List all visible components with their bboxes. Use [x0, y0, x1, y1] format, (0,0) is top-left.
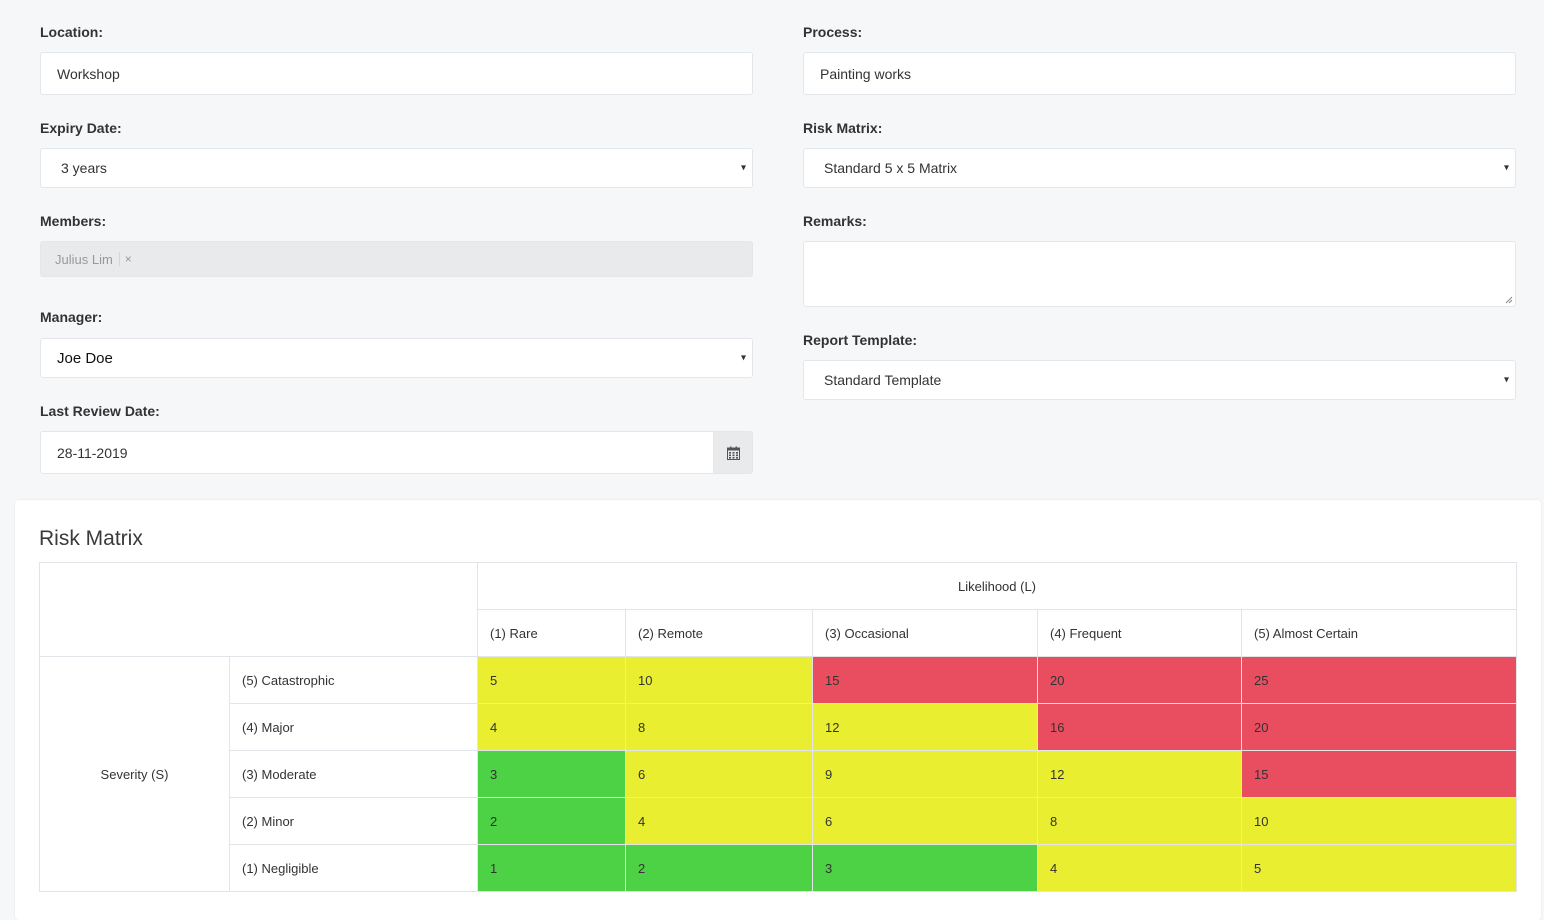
chevron-down-icon: ▾	[740, 162, 746, 174]
risk-cell: 12	[1037, 750, 1242, 798]
risk-cell: 15	[812, 656, 1038, 704]
risk-cell: 2	[477, 797, 626, 845]
risk-cell: 2	[625, 844, 813, 892]
risk-cell: 3	[812, 844, 1038, 892]
process-value: Painting works	[820, 65, 912, 82]
process-label: Process:	[803, 24, 863, 40]
report-template-select[interactable]: Standard Template ▾	[803, 360, 1516, 400]
expiry-date-value: 3 years	[61, 160, 107, 176]
severity-row-header: (4) Major	[229, 703, 478, 751]
risk-matrix-select[interactable]: Standard 5 x 5 Matrix ▾	[803, 148, 1516, 188]
chevron-down-icon: ▾	[1503, 162, 1509, 174]
severity-row-header: (5) Catastrophic	[229, 656, 478, 704]
severity-row-header: (3) Moderate	[229, 750, 478, 798]
manager-label: Manager:	[40, 309, 103, 325]
risk-matrix-label: Risk Matrix:	[803, 120, 883, 136]
expiry-date-select[interactable]: 3 years ▾	[40, 148, 753, 188]
risk-cell: 10	[625, 656, 813, 704]
remarks-textarea[interactable]	[803, 241, 1516, 307]
members-label: Members:	[40, 213, 107, 229]
risk-cell: 6	[812, 797, 1038, 845]
location-input[interactable]: Workshop	[40, 52, 753, 95]
chevron-down-icon: ▾	[740, 352, 746, 364]
risk-matrix-value: Standard 5 x 5 Matrix	[824, 160, 958, 176]
severity-header: Severity (S)	[39, 656, 230, 892]
likelihood-col-header: (5) Almost Certain	[1241, 609, 1517, 657]
risk-cell: 5	[1241, 844, 1517, 892]
manager-value: Joe Doe	[57, 349, 113, 367]
risk-cell: 10	[1241, 797, 1517, 845]
last-review-date-input[interactable]: 28-11-2019	[40, 431, 753, 474]
risk-cell: 4	[477, 703, 626, 751]
risk-cell: 4	[625, 797, 813, 845]
resize-handle-icon[interactable]	[1505, 296, 1513, 304]
likelihood-col-header: (4) Frequent	[1037, 609, 1242, 657]
risk-cell: 4	[1037, 844, 1242, 892]
members-select: Julius Lim ×	[40, 241, 753, 277]
risk-cell: 1	[477, 844, 626, 892]
severity-row-header: (2) Minor	[229, 797, 478, 845]
calendar-button[interactable]	[713, 432, 752, 473]
risk-cell: 25	[1241, 656, 1517, 704]
risk-cell: 8	[625, 703, 813, 751]
remarks-label: Remarks:	[803, 213, 867, 229]
likelihood-col-header: (2) Remote	[625, 609, 813, 657]
matrix-corner	[39, 562, 478, 657]
risk-cell: 12	[812, 703, 1038, 751]
risk-cell: 16	[1037, 703, 1242, 751]
risk-cell: 9	[812, 750, 1038, 798]
risk-matrix-table: Likelihood (L) (1) Rare (2) Remote (3) O…	[39, 562, 1517, 892]
location-label: Location:	[40, 24, 103, 40]
member-tag: Julius Lim	[55, 251, 113, 267]
chevron-down-icon: ▾	[1503, 374, 1509, 386]
risk-cell: 20	[1037, 656, 1242, 704]
process-input[interactable]: Painting works	[803, 52, 1516, 95]
expiry-date-label: Expiry Date:	[40, 120, 122, 136]
risk-cell: 3	[477, 750, 626, 798]
manager-select[interactable]: Joe Doe ▾	[40, 338, 753, 378]
report-template-label: Report Template:	[803, 332, 918, 348]
likelihood-col-header: (3) Occasional	[812, 609, 1038, 657]
risk-matrix-title: Risk Matrix	[39, 527, 143, 550]
risk-cell: 6	[625, 750, 813, 798]
risk-cell: 20	[1241, 703, 1517, 751]
risk-cell: 15	[1241, 750, 1517, 798]
report-template-value: Standard Template	[824, 372, 942, 388]
location-value: Workshop	[57, 65, 120, 82]
member-tag-remove-icon: ×	[118, 252, 132, 266]
severity-row-header: (1) Negligible	[229, 844, 478, 892]
last-review-date-label: Last Review Date:	[40, 403, 160, 419]
risk-cell: 5	[477, 656, 626, 704]
likelihood-col-header: (1) Rare	[477, 609, 626, 657]
calendar-icon	[726, 446, 740, 460]
risk-cell: 8	[1037, 797, 1242, 845]
likelihood-header: Likelihood (L)	[477, 562, 1517, 610]
last-review-date-value: 28-11-2019	[57, 444, 128, 461]
